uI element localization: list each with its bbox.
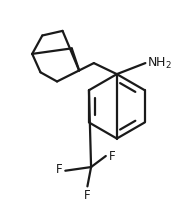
Text: F: F <box>84 189 91 200</box>
Text: NH$_2$: NH$_2$ <box>147 56 172 71</box>
Text: F: F <box>109 150 115 163</box>
Text: F: F <box>56 163 63 176</box>
